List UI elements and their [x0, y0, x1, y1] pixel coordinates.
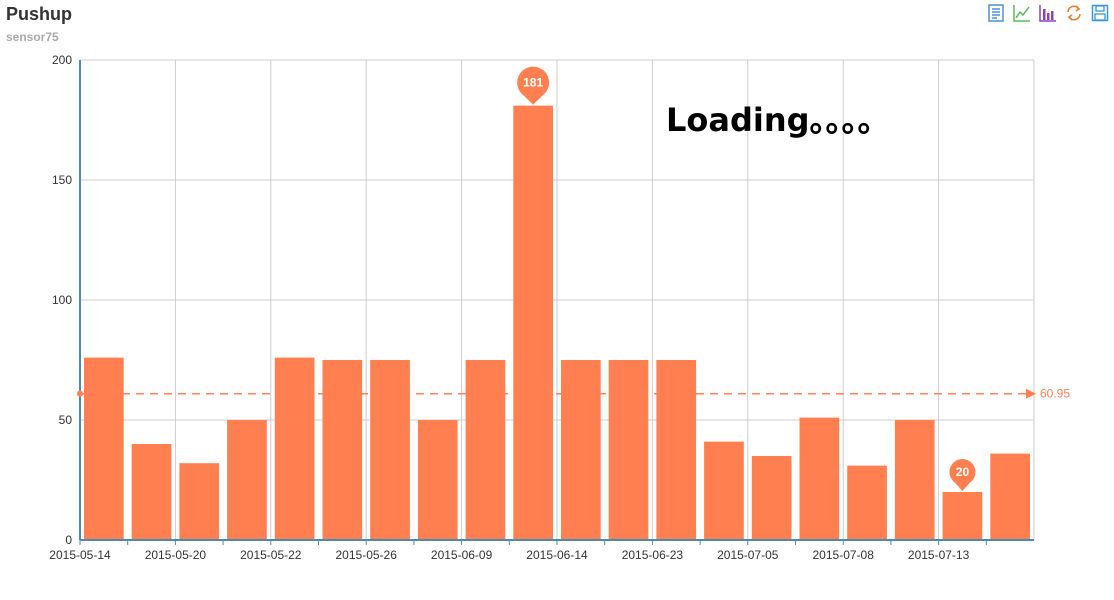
- chart-subtitle: sensor75: [6, 30, 59, 44]
- bar: [990, 453, 1030, 540]
- loading-text: Loading。。。。: [666, 101, 890, 139]
- bar: [322, 360, 363, 540]
- bar: [847, 465, 887, 540]
- y-tick-label: 200: [52, 53, 72, 67]
- mark-point: 20: [949, 459, 976, 491]
- chart-title: Pushup: [6, 4, 72, 24]
- bar: [465, 360, 506, 540]
- bar: [513, 105, 553, 540]
- data-view-icon: [988, 4, 1004, 22]
- y-tick-label: 100: [52, 293, 72, 307]
- x-tick-label: 2015-06-14: [526, 548, 588, 562]
- bar: [561, 360, 601, 540]
- bar: [370, 360, 410, 540]
- x-tick-label: 2015-05-22: [240, 548, 302, 562]
- bar-chart-icon: [1039, 5, 1056, 22]
- bar: [417, 420, 458, 540]
- y-tick-label: 150: [52, 173, 72, 187]
- line-chart-button[interactable]: [1012, 3, 1032, 23]
- bar: [227, 420, 267, 540]
- x-tick-label: 2015-05-14: [49, 548, 111, 562]
- mark-line-label: 60.95: [1040, 387, 1070, 401]
- mark-point-pin: [954, 482, 971, 491]
- bar: [751, 456, 792, 540]
- bar: [894, 420, 935, 540]
- bar: [84, 357, 124, 540]
- bar: [942, 492, 983, 540]
- bar: [274, 357, 315, 540]
- bar: [179, 463, 220, 540]
- data-view-button[interactable]: [986, 3, 1006, 23]
- bar: [799, 417, 840, 540]
- mark-point-bubble: [949, 459, 976, 485]
- x-tick-label: 2015-07-13: [908, 548, 970, 562]
- save-image-icon: [1091, 4, 1109, 22]
- x-tick-label: 2015-07-08: [813, 548, 875, 562]
- mark-point: 181: [517, 66, 550, 105]
- mark-point-label: 181: [523, 76, 543, 90]
- bar: [704, 441, 744, 540]
- save-image-button[interactable]: [1090, 3, 1110, 23]
- bar: [131, 444, 172, 540]
- bar: [608, 360, 649, 540]
- x-tick-label: 2015-06-23: [622, 548, 684, 562]
- restore-icon: [1067, 5, 1081, 21]
- mark-point-bubble: [517, 66, 550, 99]
- x-tick-label: 2015-05-20: [145, 548, 207, 562]
- y-tick-label: 0: [65, 533, 72, 547]
- restore-button[interactable]: [1064, 3, 1084, 23]
- x-tick-label: 2015-07-05: [717, 548, 779, 562]
- mark-line-arrow: [1026, 388, 1036, 399]
- line-chart-icon: [1013, 5, 1030, 22]
- bar-chart-button[interactable]: [1038, 3, 1058, 23]
- toolbox: [986, 3, 1110, 23]
- x-tick-label: 2015-05-26: [336, 548, 398, 562]
- x-tick-label: 2015-06-09: [431, 548, 493, 562]
- mark-point-label: 20: [956, 465, 970, 479]
- bar: [656, 360, 697, 540]
- y-tick-label: 50: [59, 413, 73, 427]
